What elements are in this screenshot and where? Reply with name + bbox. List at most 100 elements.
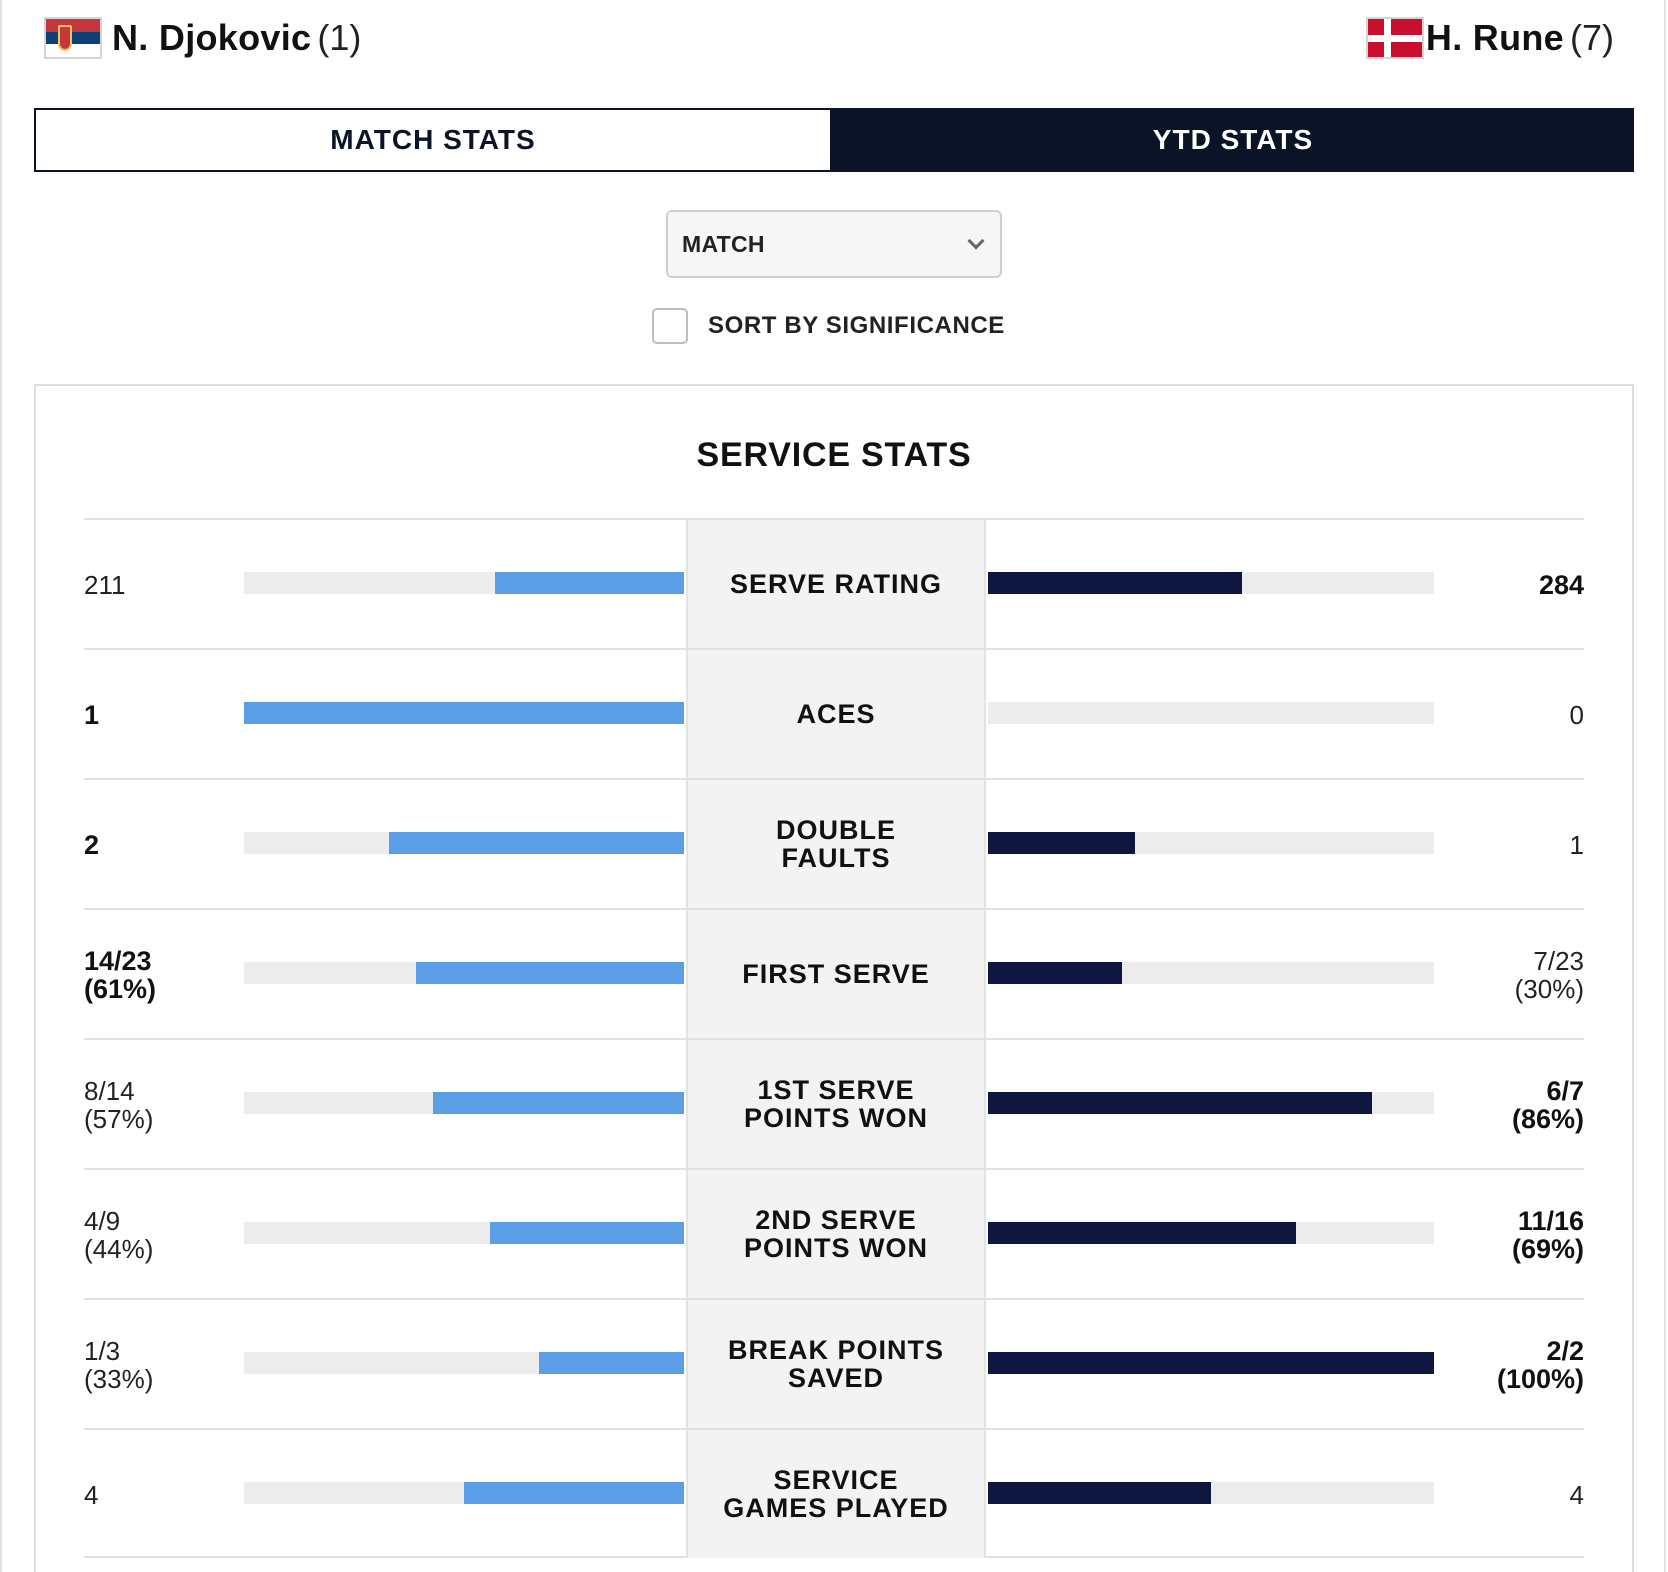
stat-value-right-main: 7/23 xyxy=(1533,946,1584,976)
stat-row-service-games-played: 4 SERVICE GAMES PLAYED 4 xyxy=(84,1428,1584,1558)
stat-label: FIRST SERVE xyxy=(686,910,986,1038)
stat-value-left: 4 xyxy=(84,1430,234,1560)
stats-rows: 211 SERVE RATING 284 1 ACES 0 2 DOUBLE FAULTS 1 1… xyxy=(84,518,1584,1558)
stat-bar-fill-left xyxy=(494,572,684,594)
stat-value-left: 4/9 (44%) xyxy=(84,1170,234,1300)
stat-value-left-main: 14/23 xyxy=(84,946,152,976)
stat-row-double-faults: 2 DOUBLE FAULTS 1 xyxy=(84,778,1584,908)
tab-ytd-stats[interactable]: YTD STATS xyxy=(832,108,1634,172)
stat-value-left: 1 xyxy=(84,650,234,780)
sort-by-significance-label[interactable]: SORT BY SIGNIFICANCE xyxy=(708,312,1005,339)
stat-value-right: 1 xyxy=(1434,780,1584,910)
stat-value-right-main: 2/2 xyxy=(1546,1336,1584,1366)
stat-bar-left xyxy=(244,572,684,594)
stat-bar-fill-right xyxy=(988,962,1122,984)
stats-tabs: MATCH STATS YTD STATS xyxy=(34,108,1634,172)
stat-bar-left xyxy=(244,832,684,854)
stat-bar-fill-right xyxy=(988,1092,1372,1114)
stat-bar-fill-left xyxy=(464,1482,684,1504)
stat-bar-fill-right xyxy=(988,1352,1434,1374)
stat-bar-right xyxy=(988,832,1434,854)
stat-value-right-percent: (69%) xyxy=(1511,1234,1584,1264)
player-left-header: N. Djokovic (1) xyxy=(44,10,361,66)
stat-bar-right xyxy=(988,572,1434,594)
stat-bar-left xyxy=(244,1092,684,1114)
stat-value-right: 4 xyxy=(1434,1430,1584,1560)
stat-bar-right xyxy=(988,1092,1434,1114)
dropdown-selected-value: MATCH xyxy=(682,230,765,257)
tab-match-stats[interactable]: MATCH STATS xyxy=(34,108,832,172)
sort-by-significance-checkbox[interactable] xyxy=(652,308,688,344)
stat-bar-right xyxy=(988,1222,1434,1244)
stat-value-left-percent: (33%) xyxy=(84,1364,154,1394)
stat-label: DOUBLE FAULTS xyxy=(686,780,986,908)
stat-label: 2ND SERVE POINTS WON xyxy=(686,1170,986,1298)
stat-label: SERVICE GAMES PLAYED xyxy=(686,1430,986,1558)
stat-bar-fill-left xyxy=(433,1092,684,1114)
stat-bar-fill-right xyxy=(988,1222,1296,1244)
stat-value-right-main: 1 xyxy=(1569,830,1584,860)
stat-row-1st-serve-points-won: 8/14 (57%) 1ST SERVE POINTS WON 6/7 (86%) xyxy=(84,1038,1584,1168)
player-right-header: H. Rune (7) xyxy=(1365,10,1614,66)
stat-label: 1ST SERVE POINTS WON xyxy=(686,1040,986,1168)
stat-value-left-main: 8/14 xyxy=(84,1076,135,1106)
stat-bar-fill-right xyxy=(988,1482,1211,1504)
stat-bar-left xyxy=(244,1482,684,1504)
stat-bar-fill-right xyxy=(988,572,1243,594)
stat-value-left: 2 xyxy=(84,780,234,910)
stat-bar-left xyxy=(244,1222,684,1244)
stat-bar-left xyxy=(244,1352,684,1374)
player-right-name[interactable]: H. Rune xyxy=(1425,17,1564,58)
stat-bar-fill-left xyxy=(538,1352,684,1374)
stat-value-left-main: 4/9 xyxy=(84,1206,121,1236)
stat-value-left-main: 2 xyxy=(84,830,100,860)
stat-bar-left xyxy=(244,702,684,724)
stat-value-right-percent: (100%) xyxy=(1496,1364,1584,1394)
stat-value-left-percent: (57%) xyxy=(84,1104,154,1134)
chevron-down-icon xyxy=(967,232,985,250)
sort-by-significance-row: SORT BY SIGNIFICANCE xyxy=(652,308,1005,344)
player-right-seed: (7) xyxy=(1570,17,1614,58)
serbia-flag-icon xyxy=(44,17,102,59)
stat-value-right-main: 6/7 xyxy=(1546,1076,1584,1106)
stat-value-right: 2/2 (100%) xyxy=(1434,1300,1584,1430)
stat-value-left-percent: (61%) xyxy=(84,974,157,1004)
stat-label: ACES xyxy=(686,650,986,778)
stat-bar-fill-left xyxy=(389,832,684,854)
set-filter-dropdown[interactable]: MATCH xyxy=(666,210,1002,278)
stat-row-serve-rating: 211 SERVE RATING 284 xyxy=(84,518,1584,648)
stat-value-left: 8/14 (57%) xyxy=(84,1040,234,1170)
stat-value-left: 1/3 (33%) xyxy=(84,1300,234,1430)
stat-bar-left xyxy=(244,962,684,984)
stat-bar-right xyxy=(988,1352,1434,1374)
player-left-name[interactable]: N. Djokovic xyxy=(112,17,312,58)
stat-row-2nd-serve-points-won: 4/9 (44%) 2ND SERVE POINTS WON 11/16 (69%) xyxy=(84,1168,1584,1298)
stat-label: SERVE RATING xyxy=(686,520,986,648)
stat-value-right-percent: (30%) xyxy=(1514,974,1584,1004)
stat-value-right-main: 284 xyxy=(1538,570,1584,600)
stat-row-break-points-saved: 1/3 (33%) BREAK POINTS SAVED 2/2 (100%) xyxy=(84,1298,1584,1428)
player-left-seed: (1) xyxy=(317,17,362,58)
stat-value-right: 6/7 (86%) xyxy=(1434,1040,1584,1170)
stat-bar-right xyxy=(988,702,1434,724)
stat-value-left-main: 4 xyxy=(84,1480,99,1510)
stat-value-right-main: 4 xyxy=(1569,1480,1584,1510)
stat-value-right: 284 xyxy=(1434,520,1584,650)
stat-bar-fill-left xyxy=(415,962,684,984)
stat-bar-right xyxy=(988,1482,1434,1504)
section-title: SERVICE STATS xyxy=(696,436,972,474)
stat-value-right: 11/16 (69%) xyxy=(1434,1170,1584,1300)
stat-value-right-main: 11/16 xyxy=(1517,1206,1584,1236)
stat-bar-right xyxy=(988,962,1434,984)
stat-bar-fill-left xyxy=(490,1222,684,1244)
stat-value-right: 7/23 (30%) xyxy=(1434,910,1584,1040)
stat-value-left-main: 211 xyxy=(84,570,126,600)
stat-value-left-percent: (44%) xyxy=(84,1234,154,1264)
stat-row-first-serve: 14/23 (61%) FIRST SERVE 7/23 (30%) xyxy=(84,908,1584,1038)
stat-value-left: 14/23 (61%) xyxy=(84,910,234,1040)
stat-value-right: 0 xyxy=(1434,650,1584,780)
stat-value-right-percent: (86%) xyxy=(1511,1104,1584,1134)
stat-bar-fill-right xyxy=(988,832,1136,854)
stat-value-right-main: 0 xyxy=(1569,700,1584,730)
